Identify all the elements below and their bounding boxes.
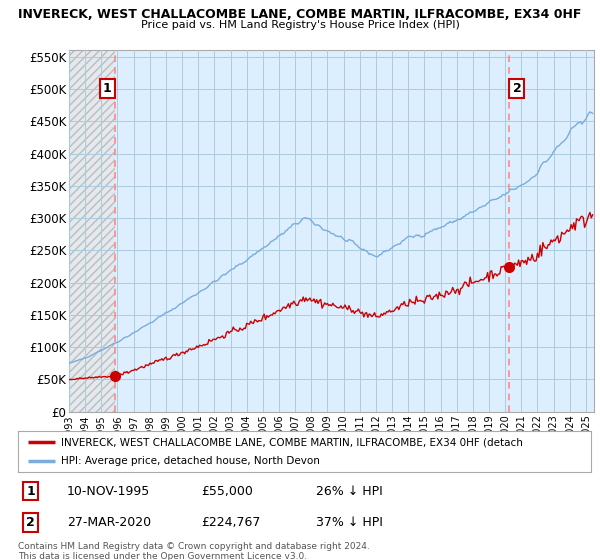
Text: 1: 1: [26, 484, 35, 497]
Bar: [69, 50, 115, 412]
Text: 37% ↓ HPI: 37% ↓ HPI: [316, 516, 383, 529]
Text: 2: 2: [26, 516, 35, 529]
Text: 2: 2: [512, 82, 521, 95]
Text: Contains HM Land Registry data © Crown copyright and database right 2024.
This d: Contains HM Land Registry data © Crown c…: [18, 542, 370, 560]
Text: INVERECK, WEST CHALLACOMBE LANE, COMBE MARTIN, ILFRACOMBE, EX34 0HF: INVERECK, WEST CHALLACOMBE LANE, COMBE M…: [19, 8, 581, 21]
Text: HPI: Average price, detached house, North Devon: HPI: Average price, detached house, Nort…: [61, 456, 320, 465]
Text: 10-NOV-1995: 10-NOV-1995: [67, 484, 150, 497]
Text: Price paid vs. HM Land Registry's House Price Index (HPI): Price paid vs. HM Land Registry's House …: [140, 20, 460, 30]
Text: 27-MAR-2020: 27-MAR-2020: [67, 516, 151, 529]
Text: INVERECK, WEST CHALLACOMBE LANE, COMBE MARTIN, ILFRACOMBE, EX34 0HF (detach: INVERECK, WEST CHALLACOMBE LANE, COMBE M…: [61, 437, 523, 447]
Text: £55,000: £55,000: [202, 484, 253, 497]
Text: 26% ↓ HPI: 26% ↓ HPI: [316, 484, 383, 497]
Text: 1: 1: [103, 82, 112, 95]
Text: £224,767: £224,767: [202, 516, 261, 529]
